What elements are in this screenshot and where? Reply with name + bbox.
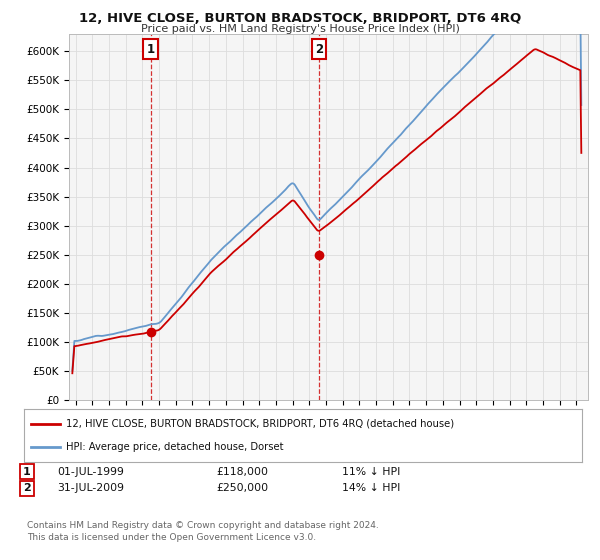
- Text: 2: 2: [23, 483, 31, 493]
- Text: 1: 1: [147, 43, 155, 56]
- Text: This data is licensed under the Open Government Licence v3.0.: This data is licensed under the Open Gov…: [27, 533, 316, 542]
- Text: 01-JUL-1999: 01-JUL-1999: [57, 466, 124, 477]
- Text: HPI: Average price, detached house, Dorset: HPI: Average price, detached house, Dors…: [66, 442, 283, 452]
- Text: 14% ↓ HPI: 14% ↓ HPI: [342, 483, 400, 493]
- Text: £250,000: £250,000: [216, 483, 268, 493]
- Text: £118,000: £118,000: [216, 466, 268, 477]
- Text: 12, HIVE CLOSE, BURTON BRADSTOCK, BRIDPORT, DT6 4RQ: 12, HIVE CLOSE, BURTON BRADSTOCK, BRIDPO…: [79, 12, 521, 25]
- Text: 2: 2: [315, 43, 323, 56]
- Text: Contains HM Land Registry data © Crown copyright and database right 2024.: Contains HM Land Registry data © Crown c…: [27, 521, 379, 530]
- Text: 11% ↓ HPI: 11% ↓ HPI: [342, 466, 400, 477]
- Text: 31-JUL-2009: 31-JUL-2009: [57, 483, 124, 493]
- Text: 1: 1: [23, 466, 31, 477]
- Text: 12, HIVE CLOSE, BURTON BRADSTOCK, BRIDPORT, DT6 4RQ (detached house): 12, HIVE CLOSE, BURTON BRADSTOCK, BRIDPO…: [66, 419, 454, 429]
- Text: Price paid vs. HM Land Registry's House Price Index (HPI): Price paid vs. HM Land Registry's House …: [140, 24, 460, 34]
